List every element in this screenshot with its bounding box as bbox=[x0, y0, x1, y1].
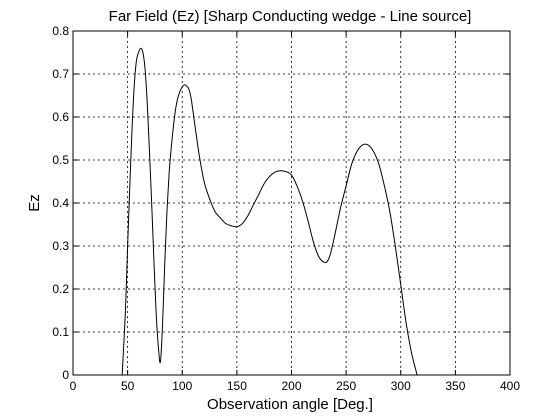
x-tick-label: 150 bbox=[227, 379, 247, 393]
x-tick-label: 100 bbox=[172, 379, 192, 393]
y-tick-label: 0.5 bbox=[52, 153, 69, 167]
x-tick-label: 400 bbox=[500, 379, 520, 393]
x-tick-label: 0 bbox=[70, 379, 77, 393]
x-tick-label: 300 bbox=[391, 379, 411, 393]
x-tick-label: 50 bbox=[121, 379, 135, 393]
y-tick-label: 0.8 bbox=[52, 24, 69, 38]
x-axis-label: Observation angle [Deg.] bbox=[207, 396, 373, 413]
y-tick-label: 0.3 bbox=[52, 239, 69, 253]
y-tick-label: 0.1 bbox=[52, 325, 69, 339]
grid-lines bbox=[73, 31, 510, 375]
y-tick-label: 0.2 bbox=[52, 282, 69, 296]
y-axis-label: Ez bbox=[26, 194, 43, 212]
x-tick-label: 250 bbox=[336, 379, 356, 393]
x-tick-label: 200 bbox=[281, 379, 301, 393]
y-tick-label: 0.7 bbox=[52, 67, 69, 81]
series-line-0 bbox=[121, 47, 418, 376]
y-tick-label: 0.4 bbox=[52, 196, 69, 210]
axis-ticks: 0 50 100 150 200 250 300 350 400 0 0.1 0.2 0.3 0.4 0.5… bbox=[52, 24, 520, 393]
y-tick-label: 0.6 bbox=[52, 110, 69, 124]
y-tick-label: 0 bbox=[62, 368, 69, 382]
x-tick-label: 350 bbox=[445, 379, 465, 393]
series-layer bbox=[121, 47, 418, 376]
chart-title: Far Field (Ez) [Sharp Conducting wedge -… bbox=[109, 8, 472, 25]
